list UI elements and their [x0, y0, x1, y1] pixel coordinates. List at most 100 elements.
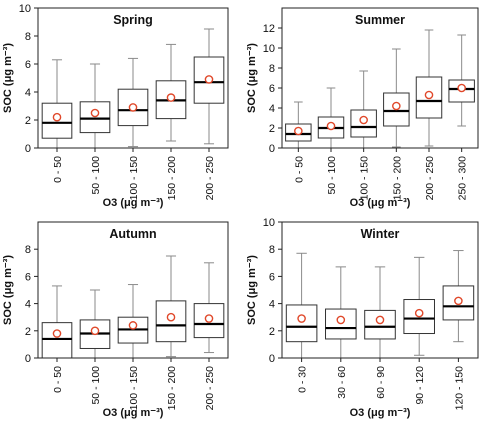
box-2	[117, 57, 149, 148]
y-tick-label: 6	[25, 59, 31, 71]
x-tick-label: 0 - 30	[297, 366, 309, 393]
x-tick-label: 200 - 250	[424, 156, 436, 201]
mean-marker	[392, 101, 401, 111]
panel-title: Autumn	[109, 227, 156, 241]
mean-marker	[128, 103, 138, 112]
y-axis-label: SOC (μg m⁻³)	[246, 255, 258, 325]
y-tick-label: 0	[25, 143, 31, 155]
y-tick-label: 2	[25, 115, 31, 127]
mean-marker	[457, 83, 466, 93]
x-tick-label: 120 - 150	[453, 366, 465, 411]
box-1	[79, 289, 111, 359]
iqr-box	[350, 109, 377, 138]
box-1	[79, 63, 111, 149]
box-3	[383, 48, 410, 148]
y-tick-label: 6	[269, 271, 275, 283]
y-tick-label: 2	[269, 123, 275, 135]
y-tick-label: 8	[269, 63, 275, 75]
mean-marker	[359, 115, 368, 125]
plot-frame	[281, 7, 479, 149]
y-tick-label: 10	[263, 43, 275, 55]
panel-title: Winter	[361, 227, 400, 241]
mean-marker	[375, 315, 385, 325]
x-axis-label: O3 (μg m⁻³)	[350, 407, 411, 419]
plot-frame	[281, 221, 479, 359]
x-tick-label: 150 - 200	[391, 156, 403, 201]
mean-marker	[294, 126, 303, 136]
box-2	[364, 266, 396, 359]
panel-summer: 0 2 4 6 8 10 12 SOC (μg m⁻³) 0 - 50 50 - 100 100 -…	[246, 7, 479, 209]
box-0	[41, 285, 73, 359]
x-tick-label: 30 - 60	[336, 366, 348, 399]
y-tick-label: 4	[269, 299, 275, 311]
x-tick-label: 100 - 150	[128, 366, 140, 411]
box-4	[193, 28, 225, 145]
y-tick-label: 8	[269, 244, 275, 256]
mean-marker	[326, 121, 336, 131]
iqr-box	[403, 299, 435, 335]
mean-marker	[424, 90, 434, 100]
mean-marker	[128, 321, 138, 330]
mean-marker	[414, 308, 424, 318]
iqr-box	[364, 309, 396, 340]
box-3	[403, 256, 435, 356]
y-tick-label: 8	[25, 31, 31, 43]
box-0	[285, 252, 318, 359]
x-tick-label: 250 - 300	[457, 156, 469, 201]
mean-marker	[166, 93, 176, 102]
mean-marker	[454, 296, 463, 306]
mean-marker	[52, 329, 62, 338]
x-tick-label: 200 - 250	[204, 366, 216, 411]
box-1	[317, 87, 345, 149]
panel-autumn: 0 2 4 6 8 SOC (μg m⁻³) 0 - 50 50 - 100 100 - 150…	[2, 221, 229, 419]
box-4	[193, 262, 225, 354]
y-tick-label: 0	[25, 353, 31, 365]
x-tick-label: 0 - 50	[293, 156, 305, 183]
x-tick-label: 200 - 250	[204, 156, 216, 201]
y-tick-label: 4	[25, 299, 31, 311]
y-axis-label: SOC (μg m⁻³)	[2, 255, 14, 325]
mean-marker	[90, 108, 100, 118]
box-2	[350, 70, 377, 149]
x-axis-label: O3 (μg m⁻³)	[103, 407, 164, 419]
y-tick-label: 8	[25, 244, 31, 256]
iqr-box	[285, 304, 318, 343]
panel-title: Summer	[355, 13, 405, 27]
x-tick-label: 50 - 100	[90, 156, 102, 195]
panel-winter: 0 2 4 6 8 10 SOC (μg m⁻³) 0 - 30 30 - 60 60 - 90 9…	[246, 217, 479, 419]
iqr-box	[383, 92, 410, 127]
x-axis-label: O3 (μg m⁻³)	[103, 197, 164, 209]
box-3	[155, 255, 187, 358]
y-tick-label: 4	[269, 103, 275, 115]
x-tick-label: 150 - 200	[166, 156, 178, 201]
y-axis-label: SOC (μg m⁻³)	[2, 43, 14, 113]
y-tick-label: 6	[269, 83, 275, 95]
mean-marker	[204, 314, 214, 323]
x-axis-label: O3 (μg m⁻³)	[350, 197, 411, 209]
box-4	[442, 250, 475, 343]
y-tick-label: 2	[269, 326, 275, 338]
iqr-box	[41, 322, 73, 359]
panel-spring: 0 2 4 6 8 10 SOC (μg m⁻³) 0 - 50 50 - 100 100 - 1…	[2, 3, 229, 209]
y-tick-label: 0	[269, 353, 275, 365]
y-tick-label: 12	[263, 23, 275, 35]
x-tick-label: 60 - 90	[375, 366, 387, 399]
mean-marker	[52, 112, 62, 122]
x-tick-label: 100 - 150	[128, 156, 140, 201]
mean-marker	[336, 315, 346, 325]
mean-marker	[166, 312, 176, 322]
plot-frame	[37, 221, 229, 359]
panel-title: Spring	[113, 13, 153, 27]
box-0	[285, 101, 312, 149]
mean-marker	[297, 314, 306, 323]
y-tick-label: 2	[25, 326, 31, 338]
y-tick-label: 10	[263, 217, 275, 229]
box-4	[415, 29, 443, 147]
plot-frame	[37, 7, 229, 149]
iqr-box	[193, 303, 225, 339]
x-tick-label: 0 - 50	[52, 156, 64, 183]
box-0	[41, 59, 73, 149]
x-tick-label: 50 - 100	[326, 156, 338, 195]
x-tick-label: 150 - 200	[166, 366, 178, 411]
